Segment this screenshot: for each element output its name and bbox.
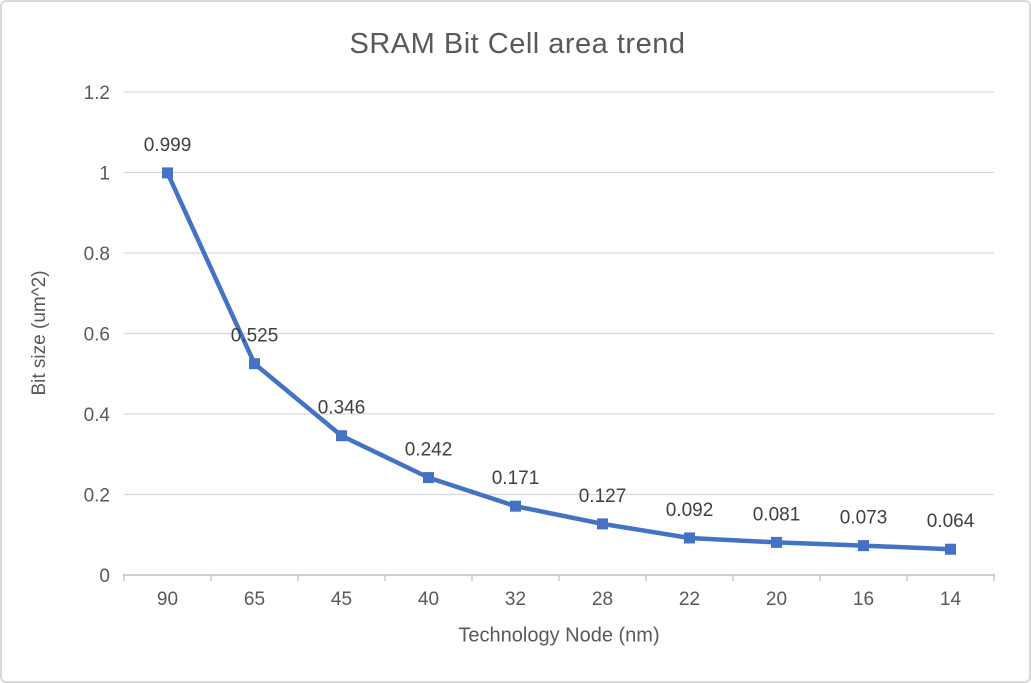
data-label: 0.092 (666, 500, 714, 521)
data-point-marker (423, 472, 434, 484)
y-tick-label: 0 (99, 566, 110, 587)
data-label: 0.171 (492, 468, 540, 489)
chart-title: SRAM Bit Cell area trend (349, 28, 686, 60)
y-tick-label: 0.6 (84, 325, 110, 346)
data-point-marker (597, 518, 608, 530)
data-label: 0.346 (318, 398, 366, 419)
y-tick-label: 1.2 (84, 83, 110, 104)
x-tick-label: 32 (505, 589, 526, 610)
x-tick-label: 14 (940, 589, 962, 610)
x-tick-label: 65 (244, 589, 265, 610)
data-label: 0.999 (144, 135, 192, 156)
data-label: 0.081 (753, 504, 801, 525)
data-point-marker (945, 543, 956, 555)
data-point-marker (162, 167, 173, 179)
x-tick-label: 22 (679, 589, 700, 610)
data-point-marker (336, 430, 347, 442)
y-tick-label: 0.2 (84, 486, 110, 507)
y-tick-label: 1 (99, 164, 110, 185)
series-line (165, 170, 953, 552)
data-point-marker (858, 540, 869, 552)
data-label: 0.064 (927, 511, 975, 532)
x-tick-label: 90 (157, 589, 178, 610)
data-label: 0.242 (405, 440, 453, 461)
x-axis-title: Technology Node (nm) (458, 624, 660, 647)
data-point-marker (510, 500, 521, 512)
y-tick-label: 0.4 (84, 405, 111, 426)
data-point-marker (249, 358, 260, 370)
x-tick-label: 20 (766, 589, 787, 610)
x-tick-label: 28 (592, 589, 613, 610)
data-label: 0.127 (579, 486, 627, 507)
data-point-marker (684, 532, 695, 544)
data-label: 0.073 (840, 508, 888, 529)
x-tick-label: 45 (331, 589, 352, 610)
data-point-marker (771, 536, 782, 548)
data-label: 0.525 (231, 326, 279, 347)
x-tick-label: 40 (418, 589, 439, 610)
x-tick-label: 16 (853, 589, 874, 610)
y-tick-label: 0.8 (84, 244, 110, 265)
